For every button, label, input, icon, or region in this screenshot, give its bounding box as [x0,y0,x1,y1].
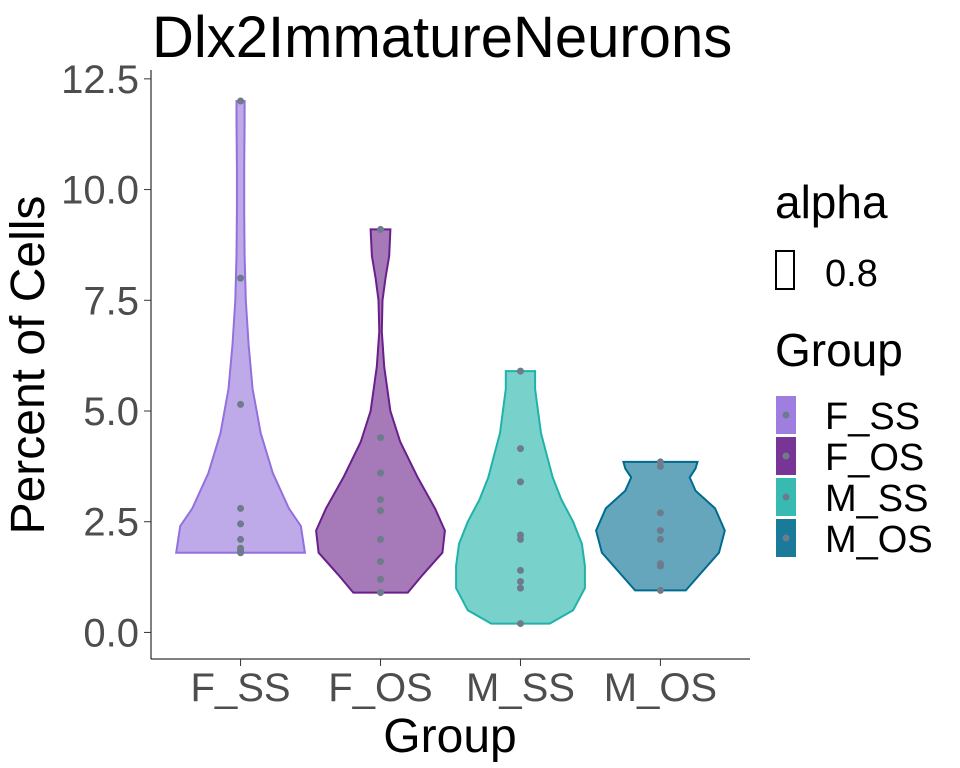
data-point [656,527,664,535]
legend-label: M_OS [825,519,933,561]
violin-m-os [595,460,726,592]
x-tick-label: F_SS [191,666,291,710]
violin-f-os [315,228,446,594]
data-point [237,544,245,552]
data-point [516,578,524,585]
data-point [377,434,385,442]
data-point [656,560,664,568]
legend-key-point [782,534,790,542]
data-point [516,531,524,539]
legend-key-point [782,411,790,419]
data-point [656,509,664,517]
legend-group-title: Group [775,324,903,376]
legend-alpha-key [775,250,795,290]
data-point [516,566,524,574]
legend-label: F_OS [825,437,924,479]
y-tick-label: 7.5 [83,279,139,323]
axes: 0.0 2.5 5.0 7.5 10.0 12.5 F_SS F_OS M_SS M_OS [61,58,750,710]
data-point [237,400,245,408]
data-point [516,445,524,453]
data-point [237,535,245,543]
data-point [237,504,245,512]
x-tick-label: M_SS [466,666,575,710]
y-tick-label: 10.0 [61,169,139,213]
x-axis-title: Group [383,710,516,763]
data-point [377,558,385,566]
data-point [516,620,524,628]
data-point [377,496,385,504]
y-tick-label: 2.5 [83,501,139,545]
data-point [656,458,664,466]
data-point [377,575,385,583]
legend-label: F_SS [825,396,920,438]
chart-title: Dlx2ImmatureNeurons [152,5,732,70]
data-point [656,535,664,543]
violin-m-ss [455,370,586,625]
y-tick-label: 0.0 [83,611,139,655]
data-point [377,589,385,597]
data-point [516,478,524,486]
y-axis-title: Percent of Cells [2,196,55,535]
y-tick-label: 5.0 [83,390,139,434]
data-point [516,367,524,375]
legend: alpha 0.8 Group F_SSF_OSM_SSM_OS [775,176,933,561]
data-point [656,586,664,594]
data-point [237,97,245,105]
legend-group-items: F_SSF_OSM_SSM_OS [776,396,933,561]
data-point [377,535,385,543]
legend-alpha-label: 0.8 [825,253,878,295]
data-point [377,225,385,233]
legend-key-point [782,452,790,460]
plot-area [175,97,726,628]
data-point [377,469,385,477]
legend-label: M_SS [825,478,928,520]
violin-f-ss [175,100,307,554]
data-point [377,507,385,515]
x-tick-label: F_OS [328,666,432,710]
legend-alpha-title: alpha [775,176,888,228]
data-point [516,584,524,592]
y-tick-label: 12.5 [61,58,139,102]
legend-key-point [782,493,790,501]
x-tick-label: M_OS [604,666,717,710]
data-point [237,520,245,528]
data-point [237,274,245,282]
